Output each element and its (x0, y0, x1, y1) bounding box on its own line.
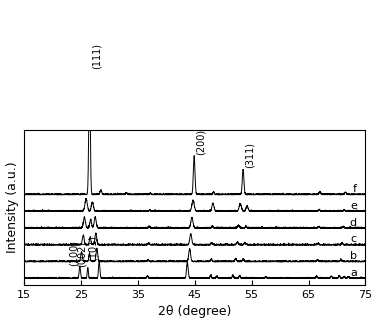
Text: c: c (351, 235, 357, 244)
Text: b: b (350, 251, 357, 261)
Text: e: e (350, 201, 357, 211)
Text: (100): (100) (69, 239, 79, 266)
Text: (002): (002) (77, 241, 87, 267)
Text: d: d (350, 218, 357, 228)
Text: (111): (111) (91, 43, 101, 69)
Text: a: a (350, 268, 357, 278)
Text: (311): (311) (245, 142, 255, 168)
Text: f: f (353, 184, 357, 194)
Y-axis label: Intensity (a.u.): Intensity (a.u.) (6, 162, 19, 253)
Text: (200): (200) (196, 128, 206, 155)
Text: (101): (101) (88, 235, 98, 261)
X-axis label: 2θ (degree): 2θ (degree) (158, 306, 231, 318)
